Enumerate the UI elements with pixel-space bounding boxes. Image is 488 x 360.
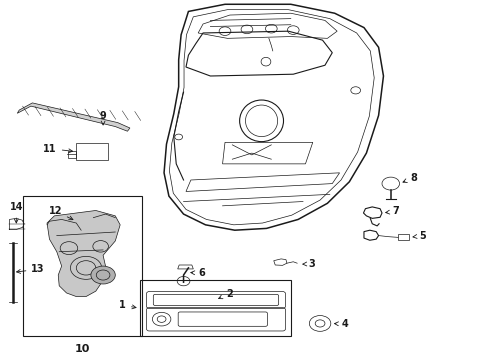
Text: 14: 14 [10,202,23,223]
Text: 7: 7 [385,206,399,216]
Text: 8: 8 [402,173,416,183]
Circle shape [91,266,115,284]
Text: 5: 5 [412,231,425,241]
Text: 2: 2 [218,289,232,299]
Text: 13: 13 [17,264,45,274]
Text: 1: 1 [119,300,136,310]
Text: 9: 9 [100,111,106,125]
Text: 6: 6 [190,268,204,278]
Polygon shape [47,211,120,297]
Text: 12: 12 [48,206,73,220]
Text: 4: 4 [334,319,347,329]
Text: 3: 3 [302,259,315,269]
Text: 11: 11 [43,144,72,154]
Text: 10: 10 [75,344,90,354]
Polygon shape [17,103,130,131]
